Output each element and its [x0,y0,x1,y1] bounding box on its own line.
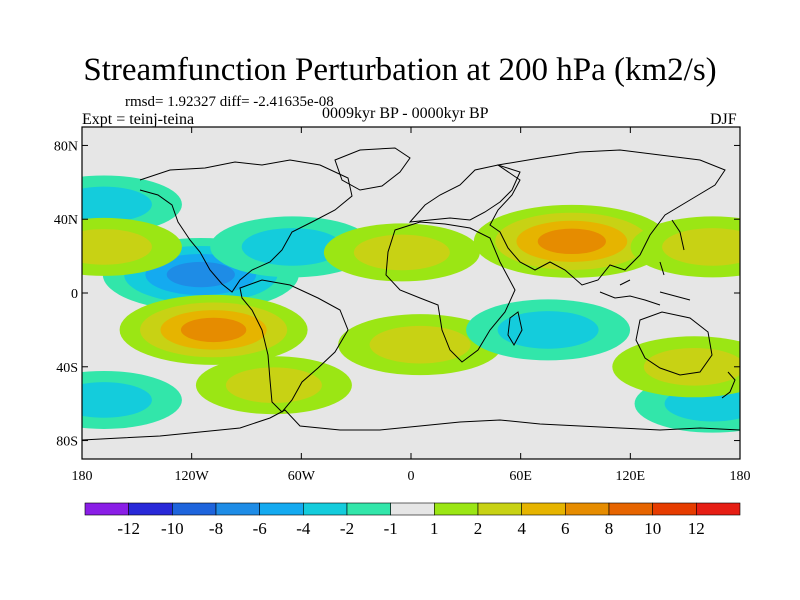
anomaly-region [323,223,480,282]
y-tick-label: 40N [54,213,78,228]
x-tick: 120E [616,127,646,484]
coastline-north-america [139,159,353,293]
colorbar: -12 -10 -8 -6 -4 -2 -1 1 2 4 6 8 10 12 [84,502,741,538]
colorbar-label: -4 [296,519,311,538]
colorbar-swatch [565,502,610,516]
colorbar-swatch [303,502,348,516]
map-axes: 180 120W 60W 0 60E 120E 180 80N 40N 0 40S 80S [54,127,751,484]
coastline-madagascar [507,311,523,347]
x-tick: 0 [408,127,415,484]
colorbar-label: -6 [253,519,267,538]
colorbar-swatch [477,502,522,516]
season-label: DJF [710,111,737,128]
colorbar-label: -1 [384,519,398,538]
anomaly-region [82,217,182,276]
colorbar-label: -10 [161,519,184,538]
colorbar-swatch [652,502,697,516]
coastlines [82,147,740,441]
y-tick-label: 0 [71,287,78,302]
x-tick-label: 0 [408,469,415,484]
colorbar-label: 12 [688,519,705,538]
contour-band [82,382,152,418]
coastline-africa [385,221,516,363]
x-tick: 180 [730,127,751,484]
anomaly-region [630,216,740,278]
contour-band [82,186,152,223]
colorbar-label: 1 [430,519,439,538]
coastline-new-zealand [721,371,736,399]
y-tick: 40S [56,361,740,376]
colorbar-label: -2 [340,519,354,538]
contour-band [369,325,471,364]
colorbar-label: 6 [561,519,570,538]
anomaly-region [612,336,740,398]
colorbar-swatch [521,502,566,516]
y-tick: 80S [56,435,740,450]
x-tick: 180 [72,127,93,484]
colorbar-swatch [259,502,304,516]
y-tick-label: 80N [54,139,78,154]
colorbar-swatch [215,502,260,516]
coastline-asia [489,149,726,286]
contour-band [166,261,235,288]
y-tick: 40N [54,213,740,228]
coastline-japan [659,219,685,276]
x-tick-label: 120E [616,469,646,484]
coastline-antarctica [82,409,740,441]
x-tick-label: 180 [72,469,93,484]
coastline-south-america [239,279,349,413]
y-tick: 80N [54,139,740,154]
x-tick-label: 60W [288,469,316,484]
contour-band [180,317,247,343]
anomaly-region [119,294,308,365]
contour-band [662,228,740,266]
colorbar-label: 4 [517,519,526,538]
colorbar-swatch [346,502,391,516]
anomaly-region [338,314,503,376]
anomaly-region [195,356,352,415]
contour-band [537,228,606,255]
contour-band [497,311,599,349]
colorbar-swatch [84,502,129,516]
colorbar-label: -12 [117,519,140,538]
x-tick-label: 60E [509,469,532,484]
colorbar-label: 2 [474,519,483,538]
experiment-label: Expt = teinj-teina [82,111,195,128]
coastline-indonesia [599,279,691,306]
anomaly-region [473,204,670,278]
x-tick: 60E [509,127,532,484]
coastline-europe [408,164,521,223]
x-tick-label: 120W [175,469,210,484]
rmsd-stat: rmsd= 1.92327 diff= -2.41635e-08 [125,94,334,110]
contour-band [225,367,322,404]
colorbar-label: 8 [605,519,614,538]
contour-band [643,347,740,386]
colorbar-swatch [128,502,173,516]
contour-band [353,234,450,271]
contour-fields [82,175,740,433]
coastline-greenland [334,147,411,191]
colorbar-swatch [390,502,435,516]
y-tick-label: 80S [56,435,78,450]
contour-band [82,229,152,265]
y-tick-label: 40S [56,361,78,376]
chart-title: Streamfunction Perturbation at 200 hPa (… [83,52,717,88]
period-label: 0009kyr BP - 0000kyr BP [322,105,489,122]
colorbar-swatch [608,502,653,516]
colorbar-label: 10 [644,519,661,538]
anomaly-region [466,299,631,361]
colorbar-swatch [434,502,479,516]
x-tick-label: 180 [730,469,751,484]
anomaly-region [82,370,182,429]
contour-band [241,228,343,266]
colorbar-label: -8 [209,519,223,538]
colorbar-swatch [172,502,217,516]
coastline-australia [635,311,713,376]
x-tick: 120W [175,127,210,484]
y-tick: 0 [71,287,740,302]
x-tick: 60W [288,127,316,484]
colorbar-swatch [696,502,741,516]
